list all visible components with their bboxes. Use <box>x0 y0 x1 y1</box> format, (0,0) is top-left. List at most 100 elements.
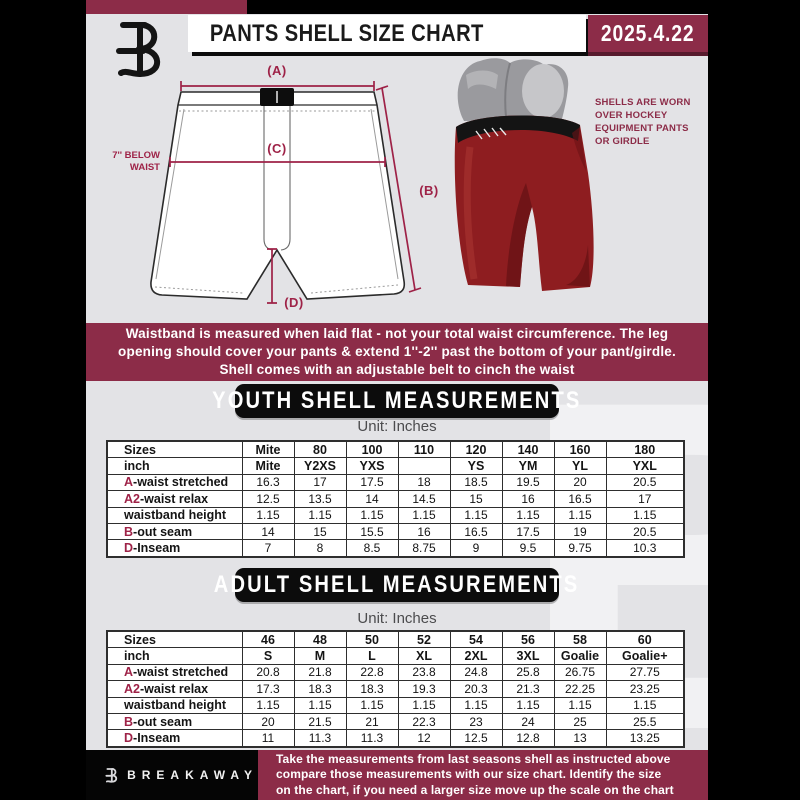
value-cell: 3XL <box>501 647 555 665</box>
value-cell: 16 <box>501 490 555 508</box>
row-label: -Inseam <box>133 731 181 746</box>
table-row: B-out seam 14 15 15.5 16 16.5 17.5 19 20.5 <box>106 522 685 541</box>
value-cell: M <box>293 647 347 665</box>
measure-letter: A <box>124 665 134 680</box>
table-row: Sizes 46 48 50 52 54 56 58 60 <box>106 630 685 649</box>
shorts-outline <box>150 91 406 300</box>
value-cell: 1.15 <box>553 696 607 714</box>
unit-label-youth: Unit: Inches <box>357 418 437 435</box>
hockey-shell-photo <box>454 58 594 291</box>
row-label-cell: Sizes <box>106 630 243 649</box>
value-cell: YXS <box>345 457 399 475</box>
value-cell: 20.3 <box>449 680 503 698</box>
row-label-cell: inch <box>106 457 243 475</box>
value-cell: 160 <box>553 440 607 459</box>
shell-measurement-diagram: (A) (C) (B) (D) <box>150 63 438 310</box>
value-cell: YM <box>501 457 555 475</box>
value-cell: 21.3 <box>501 680 555 698</box>
value-cell: 8 <box>293 539 347 558</box>
value-cell: 21 <box>345 712 399 731</box>
value-cell: 17.5 <box>345 473 399 492</box>
row-label-cell: D-Inseam <box>106 729 243 748</box>
value-cell: 58 <box>553 630 607 649</box>
value-cell: 14.5 <box>397 490 451 508</box>
row-label-cell: A-waist stretched <box>106 663 243 682</box>
row-label: -waist relax <box>139 681 209 696</box>
value-cell: 13 <box>553 729 607 748</box>
row-label: -waist stretched <box>133 665 229 680</box>
value-cell: 16 <box>397 522 451 541</box>
value-cell: 12.5 <box>241 490 295 508</box>
row-label: -Inseam <box>133 541 181 556</box>
value-cell: 14 <box>345 490 399 508</box>
value-cell: 23.25 <box>605 680 685 698</box>
value-cell: 140 <box>501 440 555 459</box>
value-cell: 8.5 <box>345 539 399 558</box>
date-text: 2025.4.22 <box>601 20 695 46</box>
value-cell: 9 <box>449 539 503 558</box>
table-row: waistband height 1.15 1.15 1.15 1.15 1.15 1.15… <box>106 696 685 714</box>
measure-label-c: (C) <box>267 141 287 156</box>
footer-line: Take the measurements from last seasons … <box>276 751 671 766</box>
value-cell: YXL <box>605 457 685 475</box>
table-row: D-Inseam 7 8 8.5 8.75 9 9.5 9.75 10.3 <box>106 539 685 558</box>
value-cell: 60 <box>605 630 685 649</box>
value-cell: 1.15 <box>501 506 555 524</box>
value-cell: S <box>241 647 295 665</box>
measure-label-a: (A) <box>267 63 287 78</box>
value-cell: 18 <box>397 473 451 492</box>
value-cell: 1.15 <box>293 696 347 714</box>
breakaway-footer-logo-icon <box>105 768 118 783</box>
date-badge: 2025.4.22 <box>588 15 708 52</box>
value-cell: 46 <box>241 630 295 649</box>
value-cell: 1.15 <box>501 696 555 714</box>
footer-brand-block: BREAKAWAY <box>86 750 258 800</box>
row-label-cell: A2-waist relax <box>106 490 243 508</box>
value-cell: 1.15 <box>553 506 607 524</box>
value-cell: L <box>345 647 399 665</box>
value-cell: 24.8 <box>449 663 503 682</box>
measure-letter: D <box>124 541 134 556</box>
value-cell: 16.5 <box>553 490 607 508</box>
value-cell: 54 <box>449 630 503 649</box>
value-cell: 22.3 <box>397 712 451 731</box>
value-cell: 1.15 <box>241 506 295 524</box>
measure-letter: A2 <box>124 681 140 696</box>
value-cell: 24 <box>501 712 555 731</box>
value-cell: Mite <box>241 440 295 459</box>
measure-letter: A2 <box>124 491 140 506</box>
value-cell: 1.15 <box>397 506 451 524</box>
value-cell: 17.3 <box>241 680 295 698</box>
value-cell: 17 <box>605 490 685 508</box>
below-waist-note: 7'' BELOW WAIST <box>112 150 160 173</box>
row-label-cell: inch <box>106 647 243 665</box>
value-cell: 50 <box>345 630 399 649</box>
row-label-cell: waistband height <box>106 696 243 714</box>
value-cell: 12.5 <box>449 729 503 748</box>
table-row: A2-waist relax 17.3 18.3 18.3 19.3 20.3 21.3 22… <box>106 680 685 698</box>
value-cell: 1.15 <box>605 506 685 524</box>
row-label: -waist stretched <box>133 475 229 490</box>
value-cell: 11.3 <box>293 729 347 748</box>
row-label: -waist relax <box>139 491 209 506</box>
footer: BREAKAWAY Take the measurements from las… <box>86 750 708 800</box>
value-cell: 13.25 <box>605 729 685 748</box>
table-row: A-waist stretched 20.8 21.8 22.8 23.8 24.8 25.… <box>106 663 685 682</box>
value-cell: 1.15 <box>397 696 451 714</box>
value-cell: 1.15 <box>449 506 503 524</box>
table-row: inch Mite Y2XS YXS YS YM YL YXL <box>106 457 685 475</box>
row-label-cell: A-waist stretched <box>106 473 243 492</box>
row-label: Sizes <box>124 442 156 457</box>
value-cell: 11 <box>241 729 295 748</box>
measure-label-d: (D) <box>284 295 304 310</box>
value-cell: 120 <box>449 440 503 459</box>
value-cell: 1.15 <box>241 696 295 714</box>
row-label: -out seam <box>133 524 193 539</box>
table-row: Sizes Mite 80 100 110 120 140 160 180 <box>106 440 685 459</box>
row-label: inch <box>124 649 150 664</box>
value-cell: 100 <box>345 440 399 459</box>
size-chart-page: B PANTS SHELL SIZE CHART 2025.4.22 <box>86 14 708 800</box>
table-row: B-out seam 20 21.5 21 22.3 23 24 25 25.5 <box>106 712 685 731</box>
page-title: PANTS SHELL SIZE CHART <box>209 19 484 47</box>
